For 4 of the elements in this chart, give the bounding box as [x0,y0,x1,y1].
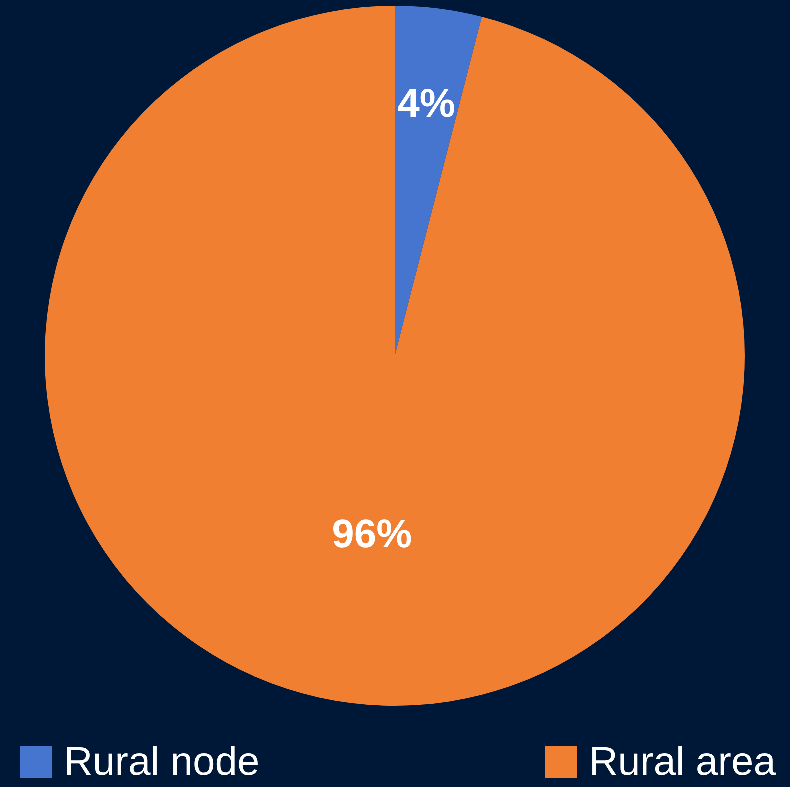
legend-label: Rural area [589,740,776,784]
data-label: 96% [332,512,412,557]
data-label: 4% [398,82,456,126]
legend-label: Rural node [64,740,260,784]
